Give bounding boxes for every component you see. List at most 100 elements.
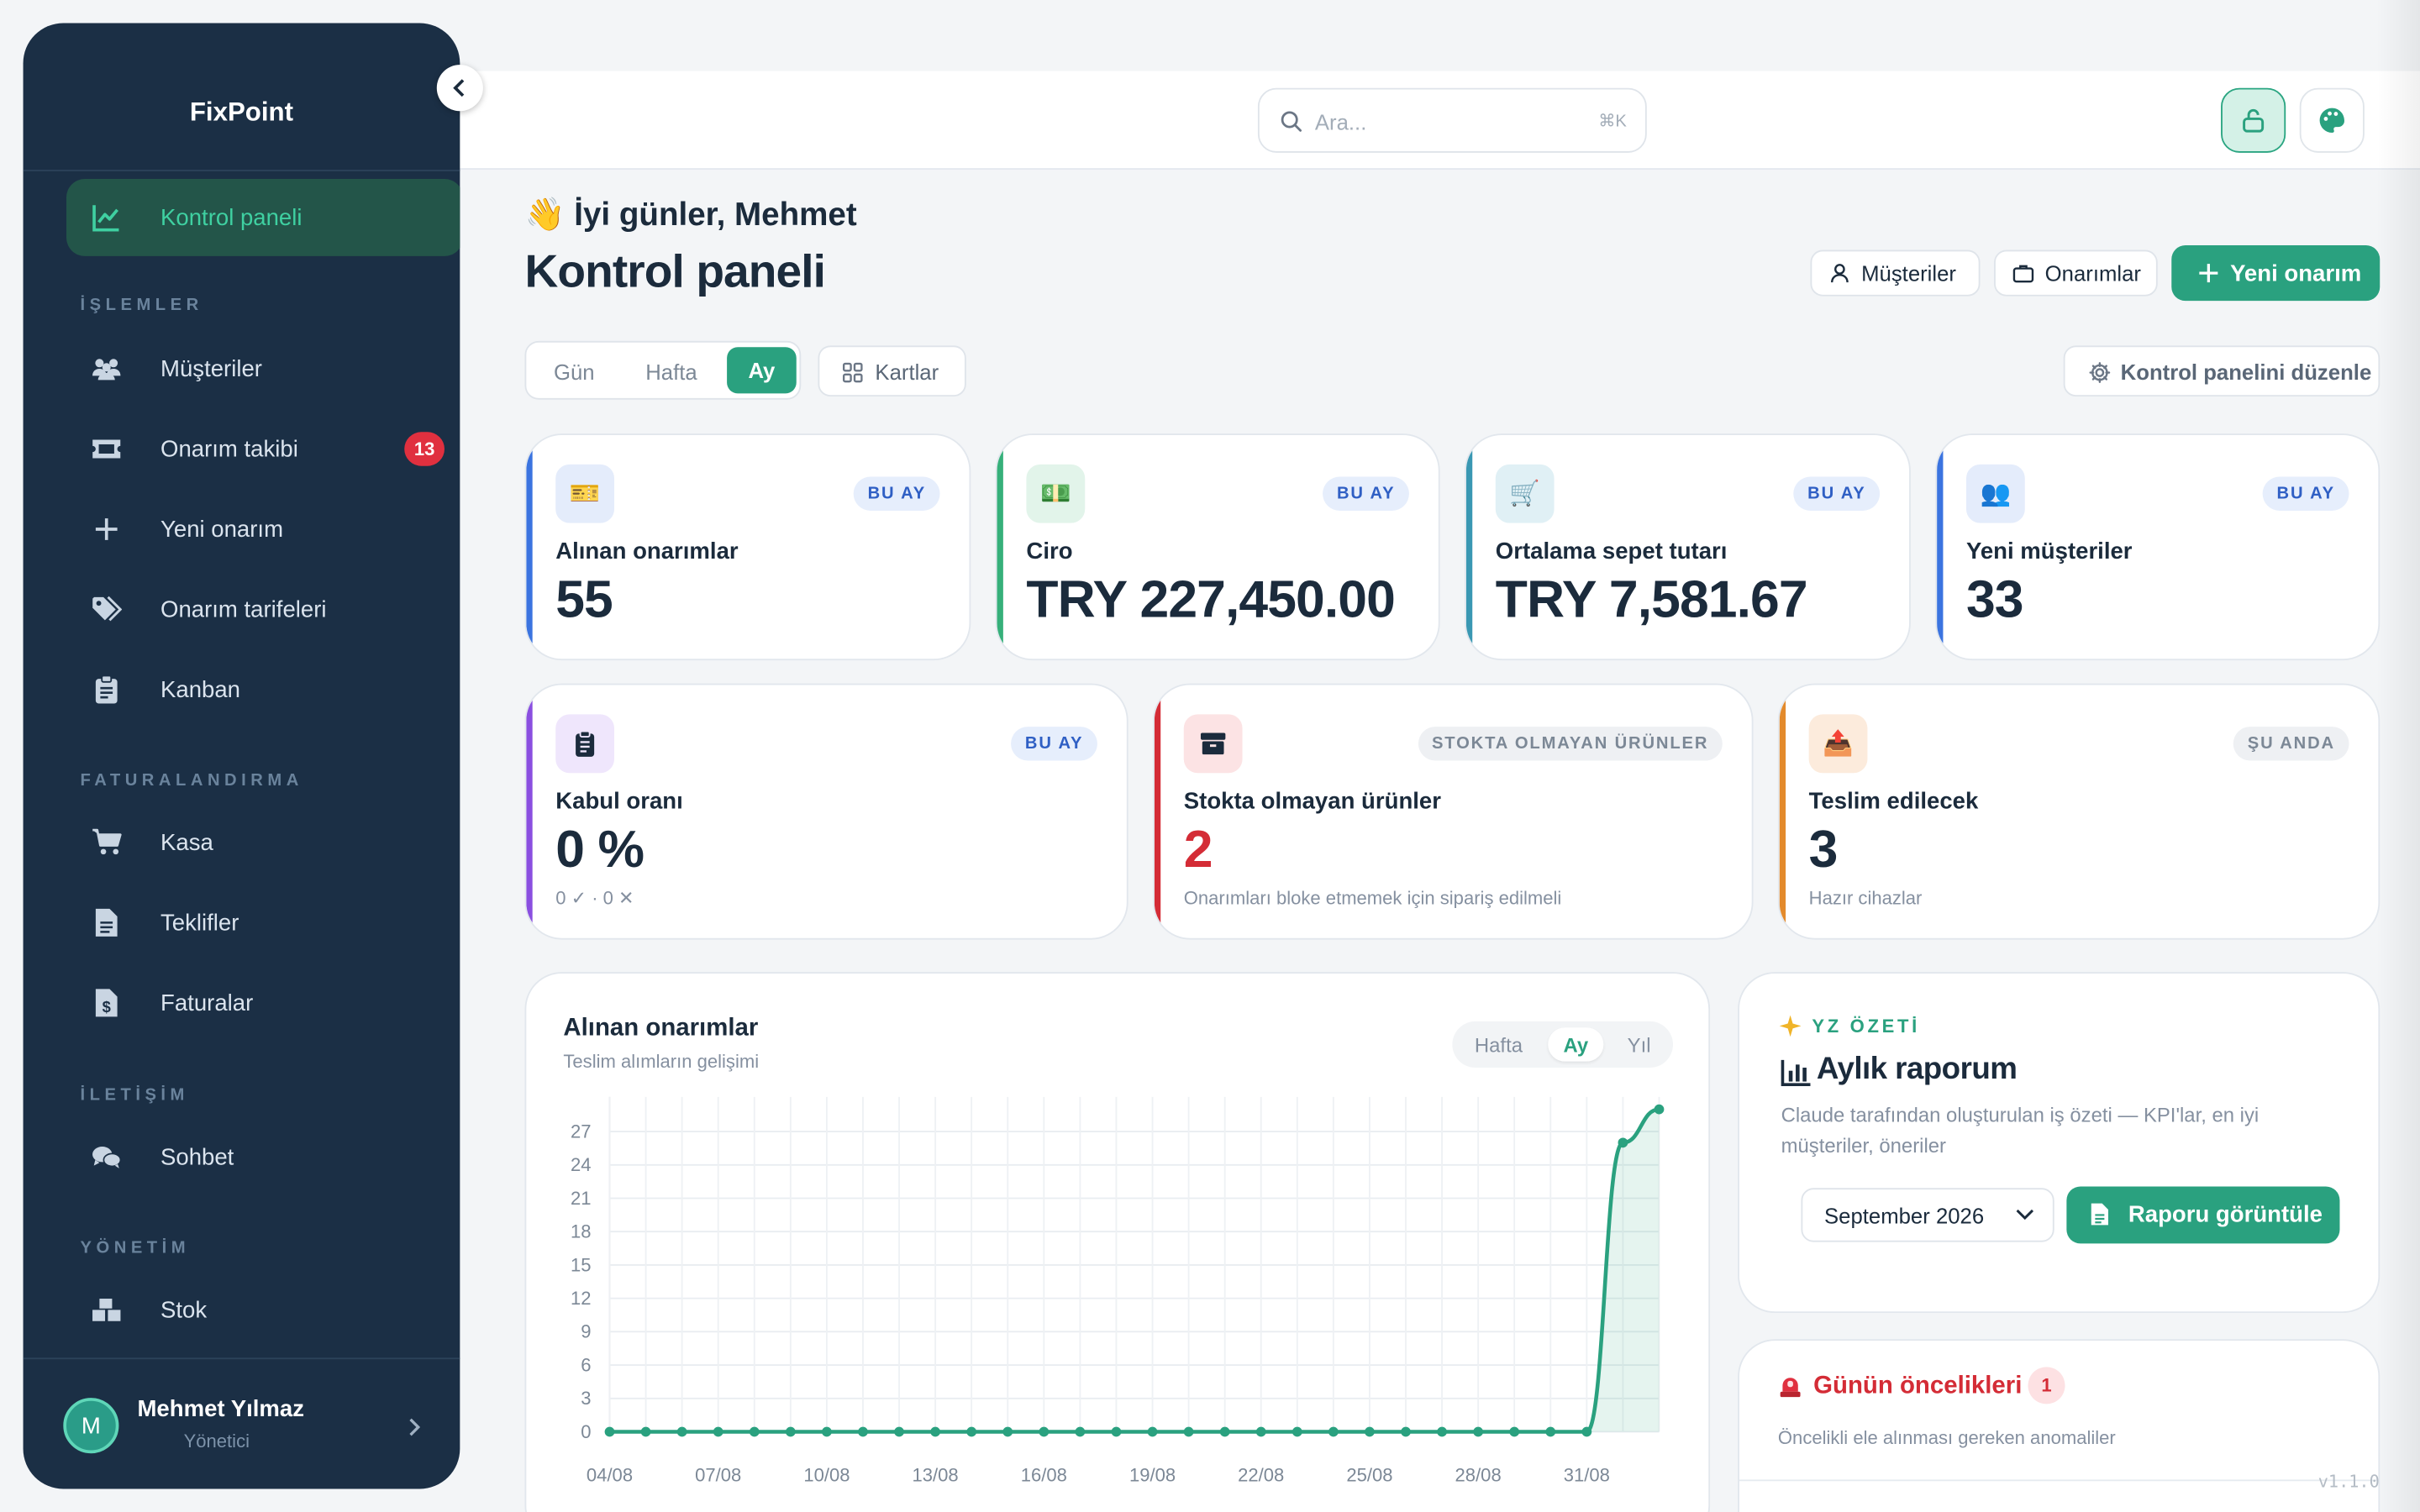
avatar: M: [63, 1398, 119, 1454]
sidebar-item-repair-tracking[interactable]: Onarım takibi 13: [66, 411, 460, 488]
series-area: [609, 1109, 1660, 1432]
data-point: [604, 1426, 615, 1437]
kpi-card-out-of-stock[interactable]: STOKTA OLMAYAN ÜRÜNLER Stokta olmayan ür…: [1153, 683, 1754, 940]
sidebar-item-label: Sohbet: [160, 1143, 234, 1171]
new-repair-button[interactable]: Yeni onarım: [2171, 245, 2381, 302]
user-icon: [1831, 264, 1849, 283]
month-select[interactable]: September 2026: [1801, 1188, 2054, 1242]
accent-bar: [526, 434, 533, 659]
lock-button[interactable]: [2221, 87, 2286, 153]
kpi-card-acceptance-rate[interactable]: BU AY Kabul oranı 0 % 0 ✓ · 0 ✕: [524, 683, 1128, 940]
kpi-card-to-deliver[interactable]: 📤 ŞU ANDA Teslim edilecek 3 Hazır cihazl…: [1777, 683, 2381, 940]
kpi-card-avg-basket[interactable]: 🛒 BU AY Ortalama sepet tutarı TRY 7,581.…: [1465, 433, 1911, 661]
y-tick-label: 0: [581, 1421, 591, 1442]
edit-dashboard-button[interactable]: Kontrol panelini düzenle: [2063, 345, 2381, 397]
users-icon: [91, 354, 122, 385]
kpi-subtext: Hazır cihazlar: [1808, 887, 1923, 909]
search-shortcut: ⌘K: [1598, 113, 1627, 132]
data-point: [749, 1426, 760, 1437]
y-tick-label: 21: [571, 1188, 592, 1209]
chart-period-week[interactable]: Hafta: [1474, 1032, 1523, 1057]
invoice-icon: $: [91, 988, 122, 1019]
outbox-icon: 📤: [1808, 714, 1868, 774]
period-month[interactable]: Ay: [727, 347, 797, 394]
ai-summary-description: Claude tarafından oluşturulan iş özeti —…: [1781, 1103, 2260, 1158]
period-day[interactable]: Gün: [553, 359, 595, 385]
x-tick-label: 10/08: [803, 1464, 850, 1485]
collapse-sidebar-button[interactable]: [436, 65, 483, 112]
priorities-subtitle: Öncelikli ele alınması gereken anomalile…: [1777, 1426, 2116, 1449]
sidebar-item-customers[interactable]: Müşteriler: [66, 330, 460, 407]
repairs-button[interactable]: Onarımlar: [1994, 249, 2158, 297]
view-report-button[interactable]: Raporu görüntüle: [2066, 1186, 2340, 1244]
data-point: [1039, 1426, 1050, 1437]
data-point: [1545, 1426, 1556, 1437]
button-label: Kartlar: [875, 359, 939, 384]
search-input[interactable]: Ara... ⌘K: [1257, 87, 1647, 153]
plus-icon: [2199, 264, 2218, 283]
tags-icon: [91, 594, 123, 625]
page-title: Kontrol paneli: [524, 246, 826, 298]
kpi-value: 0 %: [555, 821, 644, 879]
button-label: Yeni onarım: [2230, 260, 2362, 286]
ticket-icon: [91, 433, 122, 465]
sidebar-item-label: Kanban: [160, 676, 241, 703]
ai-summary-title: Aylık raporum: [1816, 1052, 2018, 1087]
sidebar-item-kanban[interactable]: Kanban: [66, 651, 460, 728]
sidebar-item-label: Onarım tarifeleri: [160, 596, 327, 623]
data-point: [1509, 1426, 1520, 1437]
series-line: [609, 1107, 1660, 1434]
customers-button[interactable]: Müşteriler: [1810, 249, 1981, 297]
user-name: Mehmet Yılmaz: [137, 1396, 305, 1423]
sidebar-item-dashboard[interactable]: Kontrol paneli: [66, 179, 460, 256]
kpi-value: TRY 227,450.00: [1026, 570, 1395, 630]
sidebar-item-new-repair[interactable]: Yeni onarım: [66, 491, 460, 568]
data-point: [858, 1426, 868, 1437]
user-profile[interactable]: M Mehmet Yılmaz Yönetici: [24, 1357, 460, 1466]
x-tick-label: 16/08: [1021, 1464, 1067, 1485]
sidebar-item-stock[interactable]: Stok: [66, 1271, 460, 1348]
period-tag: BU AY: [1323, 476, 1409, 511]
sidebar-item-label: Stok: [160, 1296, 208, 1323]
y-tick-label: 27: [571, 1121, 592, 1142]
period-tag: BU AY: [1011, 727, 1097, 761]
palette-icon: [2319, 108, 2344, 133]
kpi-title: Alınan onarımlar: [555, 538, 739, 565]
x-tick-label: 31/08: [1564, 1464, 1610, 1485]
document-icon: [2091, 1203, 2108, 1226]
chart-period-month[interactable]: Ay: [1548, 1027, 1604, 1062]
search-placeholder: Ara...: [1314, 109, 1367, 134]
theme-button[interactable]: [2299, 87, 2365, 153]
sidebar-item-quotes[interactable]: Teklifler: [66, 884, 460, 961]
kpi-card-repairs[interactable]: 🎫 BU AY Alınan onarımlar 55: [524, 433, 971, 661]
search-icon: [1281, 111, 1302, 132]
chart-period-year[interactable]: Yıl: [1627, 1032, 1651, 1057]
data-point: [1075, 1426, 1086, 1437]
data-point: [1581, 1426, 1592, 1437]
sidebar-item-chat[interactable]: Sohbet: [66, 1119, 460, 1196]
data-point: [1219, 1426, 1230, 1437]
divider: [23, 170, 460, 171]
sidebar-item-label: Kontrol paneli: [160, 204, 302, 231]
data-point: [894, 1426, 904, 1437]
sidebar-item-invoices[interactable]: $ Faturalar: [66, 964, 460, 1042]
clipboard-icon: [555, 714, 615, 774]
chart-line-icon: [91, 202, 122, 234]
app-logo: FixPoint: [189, 97, 294, 127]
chart-period-selector: Hafta Ay Yıl: [1452, 1021, 1674, 1068]
chevron-right-icon: [409, 1418, 421, 1436]
status-tag: STOKTA OLMAYAN ÜRÜNLER: [1418, 727, 1723, 761]
accent-bar: [1154, 685, 1161, 938]
sidebar-item-repair-rates[interactable]: Onarım tarifeleri: [66, 571, 460, 648]
sidebar-item-cash-register[interactable]: Kasa: [66, 804, 460, 881]
kpi-card-revenue[interactable]: 💵 BU AY Ciro TRY 227,450.00: [995, 433, 1440, 661]
button-label: Onarımlar: [2044, 260, 2141, 286]
kpi-card-new-customers[interactable]: 👥 BU AY Yeni müşteriler 33: [1935, 433, 2381, 661]
data-point: [1401, 1426, 1411, 1437]
y-tick-label: 3: [581, 1388, 591, 1409]
cards-view-button[interactable]: Kartlar: [818, 345, 966, 397]
priorities-count-badge: 1: [2028, 1367, 2065, 1404]
sidebar-item-label: Onarım takibi: [160, 435, 298, 463]
line-chart: 0 3 6 9 12 15 18 21 24 27 04/08 07/08 10/08 13/08 16/0…: [571, 1096, 1665, 1485]
period-week[interactable]: Hafta: [645, 359, 697, 385]
